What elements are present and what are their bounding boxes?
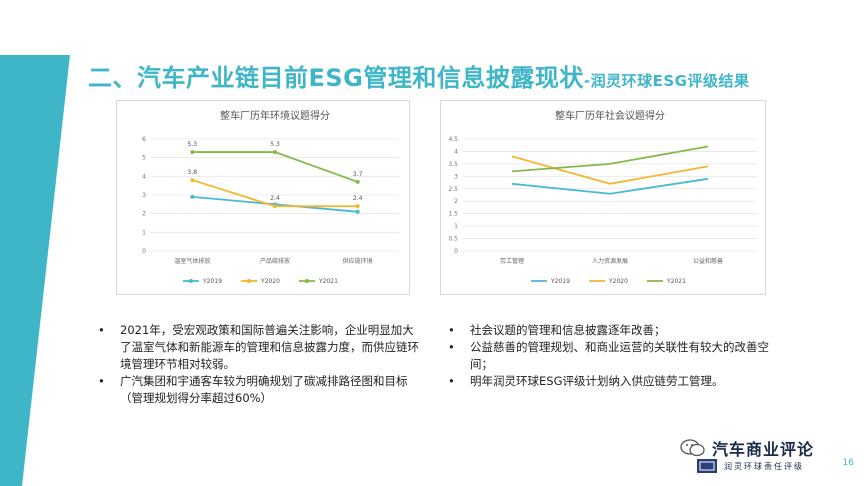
legend-marker xyxy=(305,279,309,283)
data-label: 2.4 xyxy=(353,195,363,202)
bullet-dot: • xyxy=(98,374,105,388)
legend-label: Y2021 xyxy=(318,278,338,285)
y-tick-label: 0 xyxy=(142,248,146,255)
data-label: 3.7 xyxy=(353,171,363,178)
slide-title-main: 二、汽车产业链目前ESG管理和信息披露现状 xyxy=(88,64,584,92)
x-category-label: 公益和慈善 xyxy=(693,257,723,265)
series-line-y2019 xyxy=(511,177,709,195)
data-point xyxy=(355,179,360,184)
legend-label: Y2021 xyxy=(666,278,686,285)
list-item: • 社会议题的管理和信息披露逐年改善； xyxy=(442,322,772,339)
bullet-dot: • xyxy=(98,323,105,337)
chart-title: 整车厂历年环境议题得分 xyxy=(220,109,330,122)
y-tick-label: 1 xyxy=(142,229,146,236)
bullet-list-left: • 2021年，受宏观政策和国际普遍关注影响，企业明显加大了温室气体和新能源车的管… xyxy=(92,322,422,407)
bullet-text: 2021年，受宏观政策和国际普遍关注影响，企业明显加大了温室气体和新能源车的管理… xyxy=(120,323,419,371)
x-category-label: 产品碳排放 xyxy=(260,257,290,265)
seal-icon xyxy=(697,459,717,473)
bullet-text: 广汽集团和宇通客车较为明确规划了碳减排路径图和目标（管理规划得分率超过60%） xyxy=(120,374,408,405)
y-tick-label: 1 xyxy=(454,223,458,230)
y-tick-label: 5 xyxy=(142,155,146,162)
y-tick-label: 0.5 xyxy=(448,236,458,243)
brand-subtext: 润灵环球责任评级 xyxy=(724,462,804,471)
slide-title: 二、汽车产业链目前ESG管理和信息披露现状-润灵环球ESG评级结果 xyxy=(88,58,749,93)
x-category-label: 人力资源发展 xyxy=(592,257,628,265)
list-item: • 公益慈善的管理规划、和商业运营的关联性有较大的改善空间； xyxy=(442,339,772,373)
legend-label: Y2019 xyxy=(202,278,222,285)
list-item: • 明年润灵环球ESG评级计划纳入供应链劳工管理。 xyxy=(442,373,772,390)
y-tick-label: 1.5 xyxy=(448,211,458,218)
list-item: • 广汽集团和宇通客车较为明确规划了碳减排路径图和目标（管理规划得分率超过60%） xyxy=(92,373,422,407)
data-label: 3.8 xyxy=(188,169,198,176)
data-point xyxy=(355,209,360,214)
series-line-y2021 xyxy=(192,151,358,183)
social-score-chart: 整车厂历年社会议题得分 0 0.5 1 1.5 2 2.5 3 3.5 4 4.5 劳工管理 人力资源发… xyxy=(440,100,766,295)
y-tick-label: 2.5 xyxy=(448,186,458,193)
list-item: • 2021年，受宏观政策和国际普遍关注影响，企业明显加大了温室气体和新能源车的管… xyxy=(92,322,422,373)
wechat-icon xyxy=(680,439,705,457)
legend-marker xyxy=(189,279,193,283)
environment-score-chart: 整车厂历年环境议题得分 0 1 2 3 4 5 6 温室气体排放 产品碳排放 供应链环境 Y2019 3… xyxy=(116,100,410,295)
y-tick-label: 3.5 xyxy=(448,161,458,168)
data-label: 2.4 xyxy=(270,195,280,202)
page-number: 16 xyxy=(842,458,854,468)
y-tick-label: 4 xyxy=(454,148,458,155)
legend-label: Y2020 xyxy=(260,278,280,285)
y-tick-label: 4.5 xyxy=(448,136,458,143)
data-label: 5.3 xyxy=(270,141,280,148)
y-tick-label: 4 xyxy=(142,173,146,180)
legend-label: Y2019 xyxy=(550,278,570,285)
series-line-y2020 xyxy=(511,155,709,185)
environment-chart-svg: 整车厂历年环境议题得分 0 1 2 3 4 5 6 温室气体排放 产品碳排放 供应链环境 Y2019 3… xyxy=(142,109,399,285)
y-tick-label: 0 xyxy=(454,248,458,255)
chart-title: 整车厂历年社会议题得分 xyxy=(555,109,665,122)
legend-marker xyxy=(247,279,251,283)
bullet-dot: • xyxy=(448,340,455,354)
social-chart-svg: 整车厂历年社会议题得分 0 0.5 1 1.5 2 2.5 3 3.5 4 4.5 劳工管理 人力资源发… xyxy=(448,109,757,285)
series-line-y2020 xyxy=(192,179,358,208)
brand-logo: 汽车商业评论 润灵环球责任评级 xyxy=(680,430,830,478)
data-point xyxy=(273,150,277,155)
y-tick-label: 2 xyxy=(454,198,458,205)
legend-label: Y2020 xyxy=(608,278,628,285)
data-point xyxy=(190,150,195,155)
y-tick-label: 6 xyxy=(142,136,146,143)
x-category-label: 温室气体排放 xyxy=(174,257,210,265)
bullet-list-right: • 社会议题的管理和信息披露逐年改善； • 公益慈善的管理规划、和商业运营的关联性有… xyxy=(442,322,772,390)
data-label: 5.3 xyxy=(188,141,198,148)
bullet-text: 明年润灵环球ESG评级计划纳入供应链劳工管理。 xyxy=(470,374,724,388)
x-category-label: 供应链环境 xyxy=(343,257,373,265)
data-point xyxy=(190,194,195,199)
y-tick-label: 2 xyxy=(142,211,146,218)
corner-accent-shape xyxy=(0,55,70,486)
bullet-text: 社会议题的管理和信息披露逐年改善； xyxy=(470,323,666,337)
slide-subtitle: -润灵环球ESG评级结果 xyxy=(583,72,750,90)
series-line-y2021 xyxy=(511,145,709,173)
y-tick-label: 3 xyxy=(454,173,458,180)
brand-name: 汽车商业评论 xyxy=(712,440,815,459)
data-point xyxy=(273,204,277,209)
x-category-label: 劳工管理 xyxy=(500,257,524,265)
data-point xyxy=(190,178,195,183)
y-tick-label: 3 xyxy=(142,192,146,199)
bullet-dot: • xyxy=(448,374,455,388)
bullet-dot: • xyxy=(448,323,455,337)
data-point xyxy=(355,204,360,209)
bullet-text: 公益慈善的管理规划、和商业运营的关联性有较大的改善空间； xyxy=(470,340,769,371)
